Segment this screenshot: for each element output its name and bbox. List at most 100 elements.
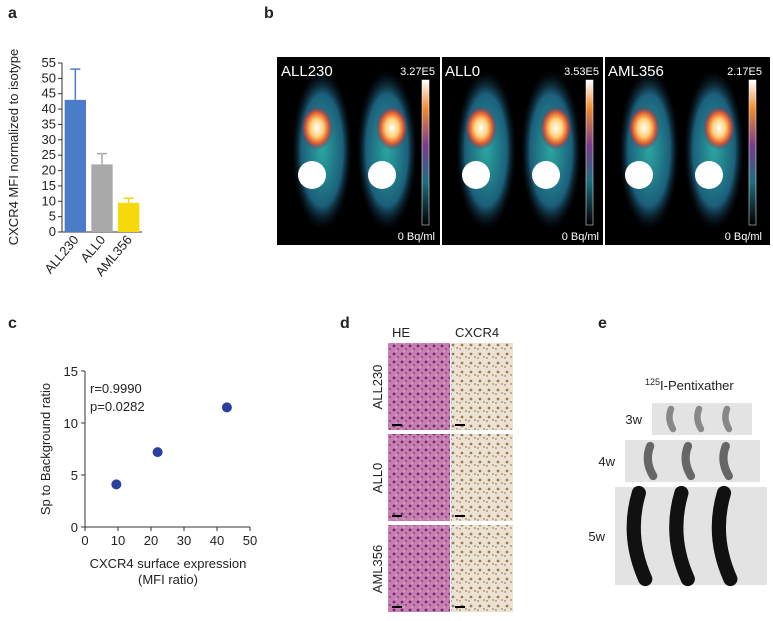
x-tick-label: ALL230: [41, 232, 81, 276]
tissue-band: [711, 485, 738, 587]
y-tick-label: 45: [42, 86, 56, 101]
scale-max: 3.27E5: [400, 66, 435, 78]
y-tick-label: 30: [42, 132, 56, 147]
row-label: 5w: [588, 529, 605, 544]
y-tick-label: 55: [42, 55, 56, 70]
he-stain: [388, 434, 450, 521]
y-tick-label: 40: [42, 101, 56, 116]
bar: [118, 202, 140, 232]
y-tick-label: 50: [42, 70, 56, 85]
scale-max: 2.17E5: [727, 66, 762, 78]
tissue-band: [669, 485, 695, 587]
y-tick-label: 10: [64, 416, 78, 431]
y-tick-label: 15: [64, 364, 78, 379]
organ-signal: [703, 106, 735, 150]
color-bar: [748, 79, 757, 226]
y-tick-label: 35: [42, 116, 56, 131]
point: [221, 402, 232, 413]
organ-signal: [465, 106, 497, 150]
organ-signal: [376, 106, 408, 150]
bladder-signal: [625, 161, 653, 189]
he-stain: [388, 525, 450, 612]
x-tick-label: 50: [243, 533, 257, 548]
body-signal: [684, 70, 744, 230]
pet-images: ALL230 3.27E5 0 Bq/ml ALL0 3.53E5 0 Bq/ml AML3…: [277, 57, 770, 245]
bladder-signal: [695, 161, 723, 189]
panel-letter: a: [8, 5, 17, 22]
blot-title: 125I-Pentixather: [645, 377, 734, 393]
ihc-stain: [451, 343, 513, 430]
body-signal: [619, 70, 679, 230]
he-stain: [388, 343, 450, 430]
color-bar: [585, 79, 594, 226]
panel-letter: e: [598, 315, 607, 332]
column-label: HE: [392, 325, 410, 340]
row-label: 4w: [598, 454, 615, 469]
x-axis-label: (MFI ratio): [138, 572, 198, 587]
bladder-signal: [298, 161, 326, 189]
image-label: AML356: [608, 63, 664, 80]
y-tick-label: 0: [49, 224, 56, 239]
image-label: ALL0: [445, 63, 480, 80]
x-tick-label: 10: [111, 533, 125, 548]
ihc-stain: [451, 525, 513, 612]
y-tick-label: 0: [71, 520, 78, 535]
x-tick-label: 40: [210, 533, 224, 548]
tissue-band: [694, 405, 705, 433]
error-bar: [123, 197, 134, 203]
tissue-band: [626, 485, 653, 587]
body-signal: [292, 70, 352, 230]
histology: HE CXCR4 ALL230 ALL0 AML356: [370, 325, 513, 612]
image-label: ALL230: [281, 63, 333, 80]
organ-signal: [540, 106, 572, 150]
scale-min: 0 Bq/ml: [725, 231, 762, 243]
panel-letter: d: [340, 315, 350, 332]
bar: [91, 164, 113, 232]
point: [111, 479, 122, 490]
tissue-band: [643, 441, 658, 481]
bladder-signal: [368, 161, 396, 189]
y-tick-label: 15: [42, 178, 56, 193]
y-tick-label: 20: [42, 163, 56, 178]
bladder-signal: [532, 161, 560, 189]
organ-signal: [628, 106, 660, 150]
tissue-band: [719, 441, 733, 481]
x-tick-label: 20: [144, 533, 158, 548]
title-text: I-Pentixather: [660, 378, 734, 393]
x-axis-label: CXCR4 surface expression: [90, 556, 247, 571]
tissue-band: [666, 405, 677, 433]
y-axis-label: CXCR4 MFI normalized to isotype: [6, 49, 21, 246]
row-label: AML356: [370, 545, 385, 593]
scale-min: 0 Bq/ml: [562, 231, 599, 243]
point: [152, 447, 163, 458]
color-bar: [421, 79, 430, 226]
panel-letter: c: [8, 315, 17, 332]
annotation: p=0.0282: [90, 399, 145, 414]
ihc-stain: [451, 434, 513, 521]
row-label: 3w: [625, 412, 642, 427]
y-tick-label: 10: [42, 193, 56, 208]
y-tick-label: 5: [71, 468, 78, 483]
tissue-band: [722, 405, 733, 433]
error-bar: [70, 68, 81, 100]
row-label: ALL0: [370, 463, 385, 493]
annotation: r=0.9990: [90, 381, 142, 396]
x-tick-label: 0: [81, 533, 88, 548]
row-label: ALL230: [370, 365, 385, 410]
column-label: CXCR4: [455, 325, 499, 340]
error-bar: [97, 152, 107, 165]
body-signal: [357, 70, 417, 230]
organ-signal: [301, 106, 333, 150]
y-tick-label: 5: [49, 209, 56, 224]
y-tick-label: 25: [42, 147, 56, 162]
tissue-band: [681, 441, 696, 481]
panel-letter: b: [264, 5, 274, 22]
scale-max: 3.53E5: [564, 66, 599, 78]
scale-min: 0 Bq/ml: [398, 231, 435, 243]
autoradiography: 125I-Pentixather 3w 4w 5w: [588, 377, 767, 587]
body-signal: [521, 70, 581, 230]
x-tick-label: 30: [177, 533, 191, 548]
body-signal: [456, 70, 516, 230]
bladder-signal: [462, 161, 490, 189]
